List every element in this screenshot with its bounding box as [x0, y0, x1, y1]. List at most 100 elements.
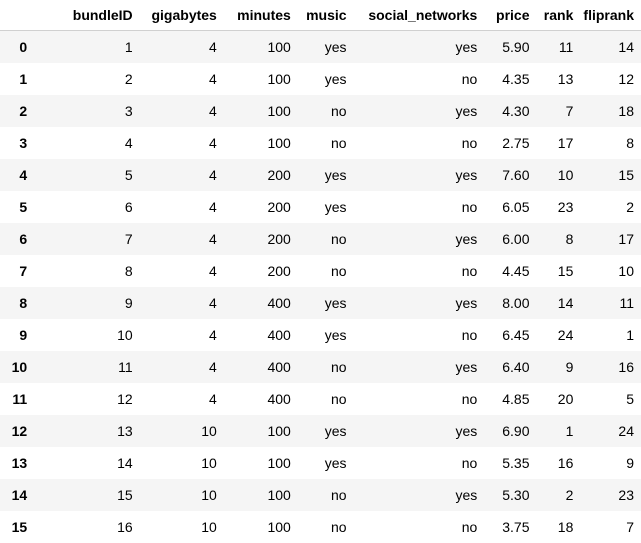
cell-price: 6.90 [502, 422, 530, 439]
column-header-fliprank: fliprank [580, 0, 641, 31]
cell-social-networks: yes [455, 422, 478, 439]
cell-bundleid: 5 [124, 166, 133, 183]
cell-minutes: 200 [267, 198, 291, 215]
row-index: 9 [19, 326, 28, 343]
column-header-minutes: minutes [223, 0, 298, 31]
cell-social-networks: no [461, 70, 478, 87]
cell-gigabytes: 10 [201, 454, 217, 471]
table-row: 4 5 4 200 yes yes 7.60 10 15 [0, 158, 641, 191]
cell-gigabytes: 4 [209, 230, 217, 247]
table-row: 15 16 10 100 no no 3.75 18 7 [0, 510, 641, 543]
cell-music: no [330, 518, 347, 535]
cell-bundleid: 10 [117, 326, 133, 343]
cell-bundleid: 2 [124, 70, 133, 87]
column-header-social-networks: social_networks [353, 0, 485, 31]
cell-minutes: 100 [267, 102, 291, 119]
cell-price: 4.45 [502, 262, 530, 279]
cell-gigabytes: 10 [201, 422, 217, 439]
table-row: 11 12 4 400 no no 4.85 20 5 [0, 382, 641, 415]
cell-bundleid: 3 [124, 102, 133, 119]
index-header [0, 0, 37, 31]
column-header-rank: rank [536, 0, 581, 31]
cell-fliprank: 15 [618, 166, 634, 183]
cell-rank: 7 [565, 102, 574, 119]
cell-social-networks: no [461, 326, 478, 343]
cell-gigabytes: 4 [209, 390, 217, 407]
cell-rank: 9 [565, 358, 574, 375]
table-row: 6 7 4 200 no yes 6.00 8 17 [0, 222, 641, 255]
cell-bundleid: 15 [117, 486, 133, 503]
cell-minutes: 100 [267, 38, 291, 55]
cell-rank: 8 [565, 230, 574, 247]
column-header-gigabytes: gigabytes [139, 0, 224, 31]
cell-gigabytes: 4 [209, 166, 217, 183]
cell-bundleid: 1 [124, 38, 133, 55]
row-index: 8 [19, 294, 28, 311]
cell-minutes: 100 [267, 486, 291, 503]
cell-gigabytes: 4 [209, 70, 217, 87]
cell-gigabytes: 10 [201, 518, 217, 535]
cell-minutes: 100 [267, 70, 291, 87]
table-row: 2 3 4 100 no yes 4.30 7 18 [0, 94, 641, 127]
cell-social-networks: no [461, 454, 478, 471]
cell-bundleid: 6 [124, 198, 133, 215]
cell-gigabytes: 4 [209, 262, 217, 279]
cell-minutes: 200 [267, 230, 291, 247]
cell-price: 5.90 [502, 38, 530, 55]
row-index: 6 [19, 230, 28, 247]
row-index: 10 [11, 358, 28, 375]
cell-rank: 23 [557, 198, 574, 215]
cell-social-networks: yes [455, 486, 478, 503]
table-row: 7 8 4 200 no no 4.45 15 10 [0, 254, 641, 287]
cell-bundleid: 16 [117, 518, 133, 535]
cell-rank: 16 [557, 454, 574, 471]
cell-bundleid: 11 [118, 358, 133, 375]
cell-fliprank: 10 [618, 262, 634, 279]
cell-music: no [330, 486, 347, 503]
cell-gigabytes: 4 [209, 358, 217, 375]
table-row: 10 11 4 400 no yes 6.40 9 16 [0, 350, 641, 383]
column-header-music: music [297, 0, 354, 31]
cell-social-networks: no [461, 518, 478, 535]
cell-music: yes [324, 198, 347, 215]
cell-price: 4.30 [502, 102, 530, 119]
cell-social-networks: yes [455, 102, 478, 119]
cell-fliprank: 7 [626, 518, 634, 535]
cell-price: 3.75 [502, 518, 530, 535]
cell-music: no [330, 390, 347, 407]
column-header-bundleid: bundleID [36, 0, 140, 31]
cell-gigabytes: 4 [209, 326, 217, 343]
cell-music: no [330, 134, 347, 151]
cell-gigabytes: 10 [201, 486, 217, 503]
cell-social-networks: no [461, 390, 478, 407]
cell-rank: 24 [557, 326, 574, 343]
cell-music: no [330, 102, 347, 119]
cell-fliprank: 11 [619, 294, 634, 311]
cell-fliprank: 12 [618, 70, 634, 87]
cell-minutes: 100 [267, 454, 291, 471]
cell-fliprank: 9 [626, 454, 634, 471]
cell-bundleid: 4 [124, 134, 133, 151]
cell-bundleid: 13 [117, 422, 133, 439]
cell-price: 2.75 [502, 134, 530, 151]
cell-price: 4.85 [502, 390, 530, 407]
cell-rank: 15 [557, 262, 574, 279]
row-index: 14 [11, 486, 28, 503]
cell-music: no [330, 262, 347, 279]
row-index: 1 [19, 70, 28, 87]
cell-minutes: 200 [267, 166, 291, 183]
cell-rank: 2 [565, 486, 574, 503]
row-index: 4 [19, 166, 28, 183]
cell-fliprank: 5 [626, 390, 634, 407]
cell-price: 5.35 [502, 454, 530, 471]
cell-social-networks: no [461, 134, 478, 151]
row-index: 12 [11, 422, 28, 439]
cell-social-networks: yes [455, 166, 478, 183]
cell-rank: 20 [557, 390, 574, 407]
cell-fliprank: 18 [618, 102, 634, 119]
table-body: 0 1 4 100 yes yes 5.90 11 14 1 2 4 100 yes no 4.35 13 12 2… [0, 30, 641, 543]
cell-music: yes [324, 422, 347, 439]
cell-bundleid: 14 [117, 454, 133, 471]
cell-minutes: 400 [267, 358, 291, 375]
cell-music: yes [324, 38, 347, 55]
